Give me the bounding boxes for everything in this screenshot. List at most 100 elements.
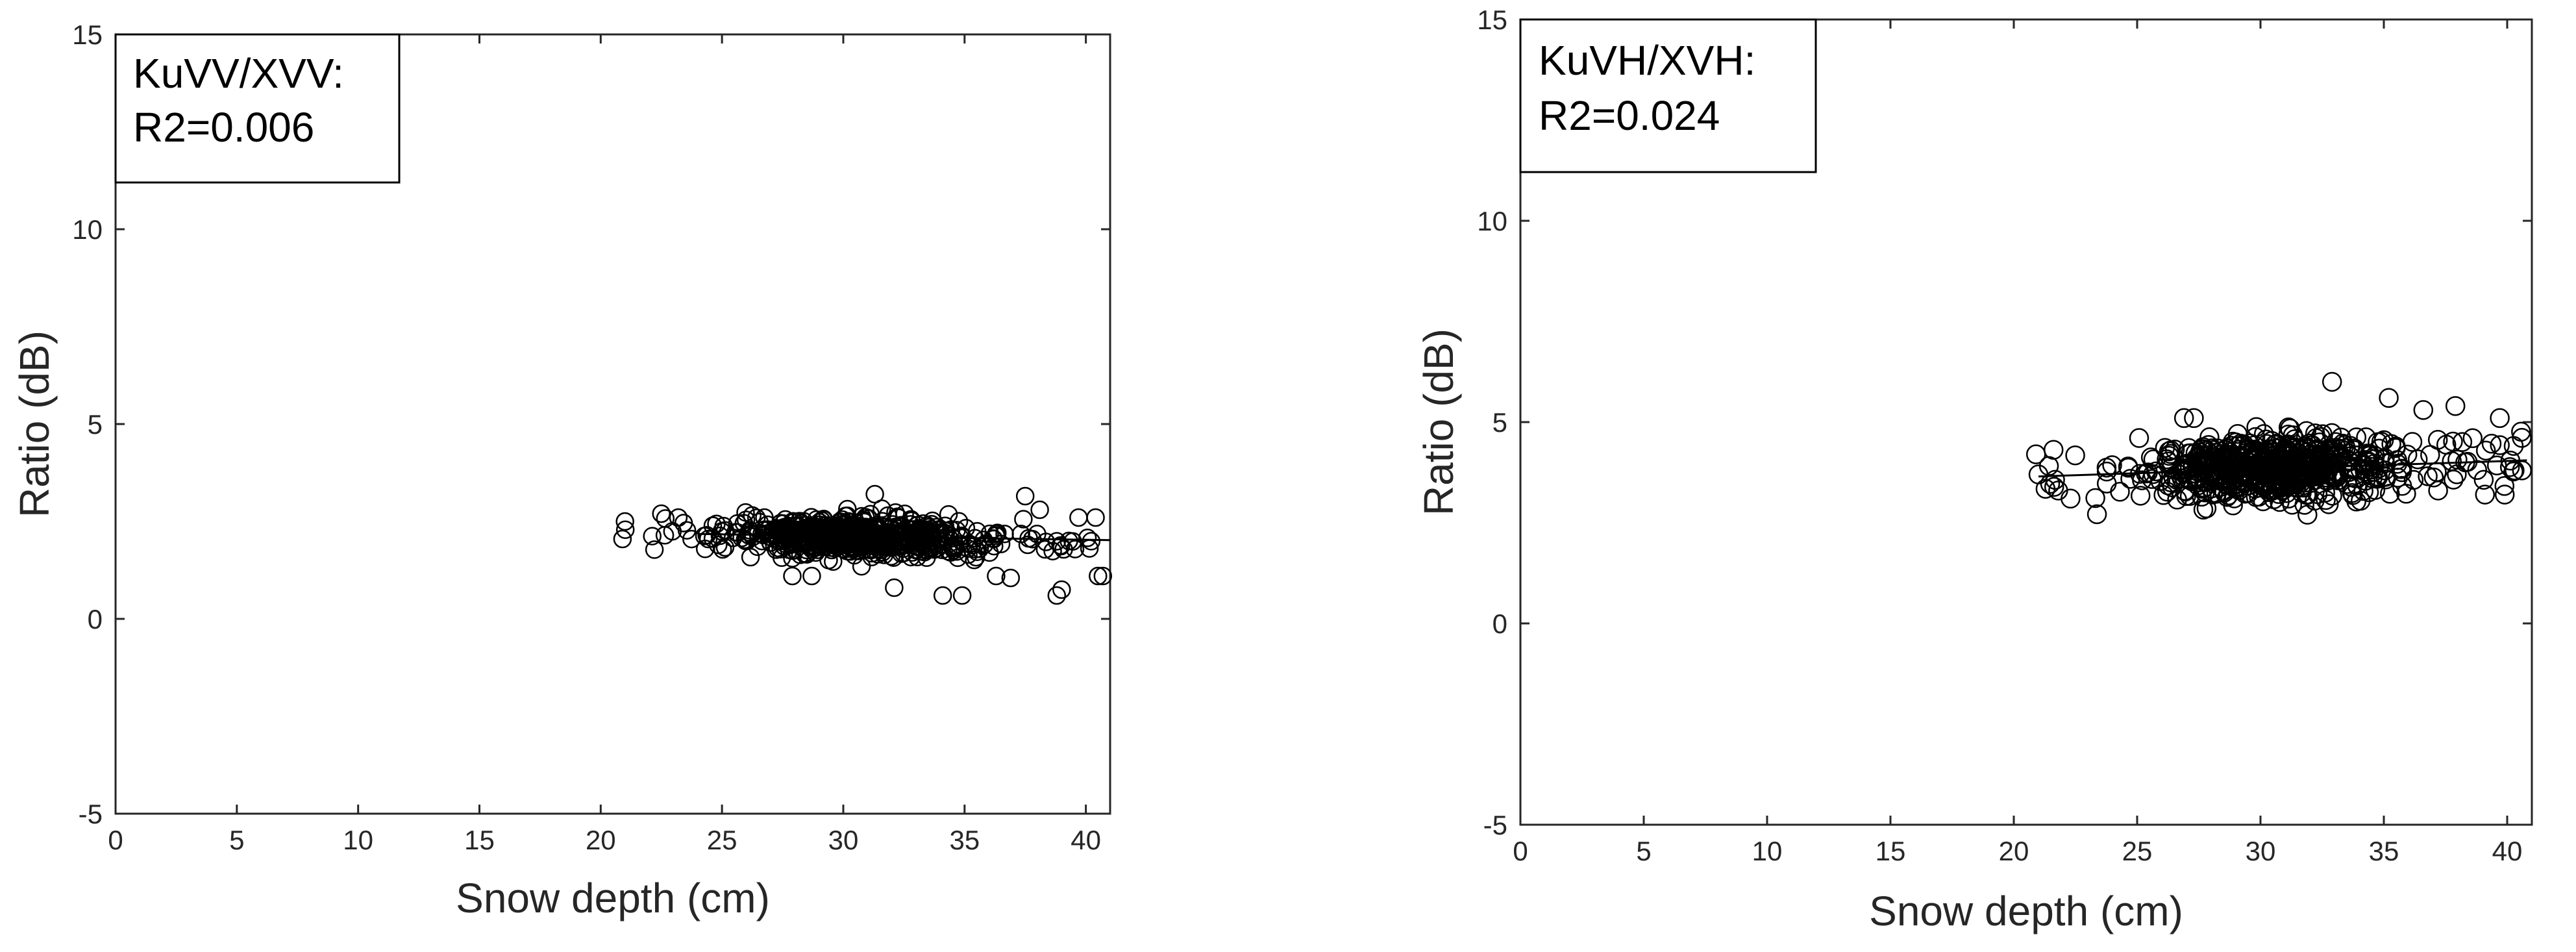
scatter-point [2244,440,2264,460]
scatter-point [772,548,791,568]
scatter-point [1086,508,1105,527]
scatter-point [865,484,884,504]
x-tick-label: 5 [1636,836,1651,866]
scatter-point [1001,568,1021,588]
scatter-point [677,521,697,540]
scatter-point [2359,482,2379,503]
x-tick-label: 15 [464,825,495,855]
scatter-point [2174,408,2194,429]
scatter-point [736,503,755,522]
scatter-point [768,538,787,557]
scatter-point [2445,395,2466,416]
scatter-point [2283,425,2303,445]
scatter-point [2186,448,2207,468]
scatter-point [995,524,1014,544]
x-axis-ticks: 0 5 10 15 20 25 30 35 40 [1513,19,2522,866]
x-tick-label: 25 [707,825,737,855]
scatter-point [2028,464,2049,484]
scatter-point [828,536,848,555]
scatter-point [643,527,662,545]
scatter-point [2279,473,2299,494]
scatter-point [819,551,838,570]
scatter-point [2245,427,2266,447]
scatter-point [2224,488,2244,508]
scatter-point [2085,488,2105,508]
scatter-point [2227,446,2248,466]
scatter-point [949,512,969,531]
x-axis-label: Snow depth (cm) [456,875,770,921]
scatter-point [776,510,795,529]
fit-line [2038,459,2527,478]
scatter-point [741,547,760,567]
scatter-point [2325,445,2346,466]
scatter-point [2087,504,2107,525]
scatter-point [892,544,911,563]
scatter-point [1082,532,1101,551]
scatter-point [2481,433,2502,454]
y-tick-label: 15 [1477,5,1507,35]
scatter-point [2272,474,2293,494]
scatter-point [2257,434,2277,455]
scatter-point [615,512,634,531]
scatter-point [2191,439,2211,459]
scatter-point [2320,439,2340,460]
scatter-point [2305,490,2325,511]
scatter-point [2208,468,2228,488]
annotation-line-1: KuVV/XVV: [133,50,344,97]
scatter-point [2161,444,2181,464]
y-tick-label: 10 [1477,206,1507,236]
scatter-point [2342,485,2363,505]
scatter-point [2315,482,2336,503]
x-tick-label: 35 [949,825,980,855]
scatter-point [652,504,671,523]
x-tick-label: 40 [1071,825,1101,855]
scatter-point [873,499,891,518]
annotation-line-2: R2=0.006 [133,104,314,151]
scatter-point [779,520,798,538]
x-tick-label: 30 [2246,836,2276,866]
scatter-point [2289,438,2310,458]
scatter-point [1052,580,1071,599]
scatter-point [713,540,732,559]
scatter-point [2375,470,2396,490]
scatter-point [1059,531,1078,551]
scatter-point [613,529,632,549]
scatter-point [802,523,821,542]
scatter-point [2387,450,2407,470]
scatter-point [2246,417,2266,437]
scatter-point [916,521,935,541]
x-axis-ticks: 0 5 10 15 20 25 30 35 40 [108,34,1101,855]
scatter-point [2044,477,2064,497]
y-tick-label: 5 [88,409,103,440]
x-tick-label: 5 [229,825,244,855]
scatter-point [2249,477,2269,498]
scatter-point [1089,566,1108,586]
scatter-point [2253,491,2273,512]
scatter-point [2512,428,2532,448]
scatter-point [943,539,962,558]
scatter-point [2155,438,2175,458]
scatter-point [933,586,952,605]
x-tick-label: 20 [1999,836,2029,866]
scatter-point [2403,470,2424,490]
scatter-point [2371,432,2392,452]
scatter-point [2294,495,2314,515]
scatter-point [2153,485,2174,505]
x-tick-label: 10 [343,825,373,855]
y-axis-label: Ratio (dB) [1415,329,1462,516]
scatter-point [895,504,914,523]
scatter-point [2318,494,2339,514]
x-tick-label: 0 [108,825,123,855]
scatter-point [2065,445,2085,466]
scatter-point [2225,474,2246,494]
scatter-point [732,529,751,547]
scatter-point [2184,408,2204,429]
x-tick-label: 25 [2122,836,2153,866]
scatter-point [2407,449,2428,470]
scatter-points [2025,371,2533,525]
scatter-point [2201,438,2222,458]
scatter-point [2462,428,2483,449]
scatter-point [2391,459,2411,479]
scatter-point [2302,462,2322,482]
